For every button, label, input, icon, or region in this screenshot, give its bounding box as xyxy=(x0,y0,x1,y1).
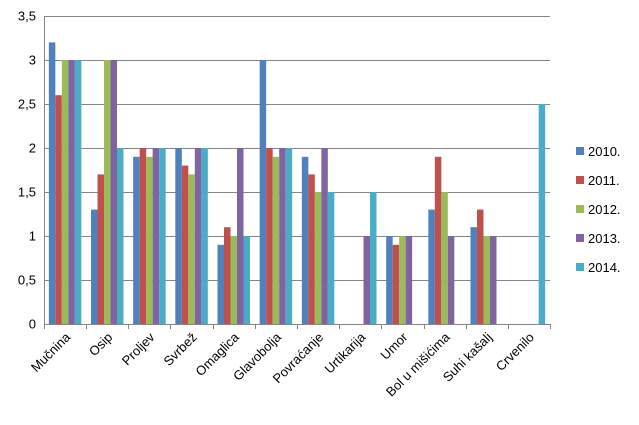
bar xyxy=(301,156,309,324)
bar xyxy=(363,236,370,324)
y-tick-label: 1,5 xyxy=(18,185,36,200)
bar xyxy=(279,148,286,324)
bar xyxy=(285,148,293,324)
bar xyxy=(386,236,393,324)
y-tick-label: 3 xyxy=(29,53,36,68)
bar xyxy=(538,104,546,324)
axes xyxy=(44,16,551,329)
bar xyxy=(370,192,377,324)
bar xyxy=(117,148,124,324)
legend-swatch xyxy=(576,263,584,271)
y-tick-label: 2 xyxy=(29,141,36,156)
bar xyxy=(434,156,442,324)
bar xyxy=(91,209,98,324)
bar xyxy=(74,60,82,324)
x-category-label: Mučnina xyxy=(28,329,74,375)
bar xyxy=(146,156,153,324)
bar xyxy=(104,60,111,324)
legend-swatch xyxy=(576,176,584,184)
bar xyxy=(308,174,315,324)
y-tick-label: 3,5 xyxy=(18,9,36,24)
bar xyxy=(181,165,189,324)
legend-swatch xyxy=(576,205,584,213)
legend-label: 2010. xyxy=(588,144,621,159)
bar xyxy=(224,227,231,324)
bar xyxy=(194,148,202,324)
bar xyxy=(392,244,400,324)
x-category-label: Proljev xyxy=(119,329,158,368)
bar xyxy=(217,244,224,324)
legend-swatch xyxy=(576,147,584,155)
bar xyxy=(314,192,322,324)
bar xyxy=(441,192,448,324)
legend: 2010. 2011. 2012. 2013. 2014. xyxy=(576,144,621,275)
bar xyxy=(428,209,435,324)
legend-swatch xyxy=(576,234,584,242)
x-category-label: Osip xyxy=(86,330,116,360)
bar xyxy=(477,209,484,324)
y-tick-label: 1 xyxy=(29,229,36,244)
bar xyxy=(110,60,117,324)
bar xyxy=(266,148,273,324)
bar xyxy=(321,148,328,324)
bar xyxy=(490,236,497,324)
bar xyxy=(399,236,406,324)
legend-label: 2013. xyxy=(588,231,621,246)
bar xyxy=(55,95,62,324)
bar xyxy=(152,148,160,324)
bar xyxy=(483,236,490,324)
bar xyxy=(188,174,195,324)
bar xyxy=(175,148,182,324)
y-tick-label: 0 xyxy=(29,317,36,332)
bar xyxy=(133,156,140,324)
y-axis-ticks: 0 0,5 1 1,5 2 2,5 3 3,5 xyxy=(18,9,36,332)
bar xyxy=(201,148,208,324)
x-category-label: Umor xyxy=(377,329,411,363)
x-category-label: Svrbež xyxy=(160,330,199,369)
x-axis-categories: Mučnina Osip Proljev SvrbežOmaglicaGlavobol… xyxy=(28,329,537,399)
bar xyxy=(272,156,280,324)
bar xyxy=(405,236,413,324)
bar xyxy=(230,236,237,324)
bar xyxy=(327,192,335,324)
bar xyxy=(159,148,166,324)
legend-label: 2012. xyxy=(588,202,621,217)
y-tick-label: 2,5 xyxy=(18,97,36,112)
bar xyxy=(68,60,75,324)
bar xyxy=(447,236,455,324)
legend-label: 2011. xyxy=(588,173,620,188)
bar xyxy=(237,148,244,324)
bar xyxy=(61,60,69,324)
bar xyxy=(470,227,477,324)
bar xyxy=(48,42,56,325)
bars xyxy=(48,42,546,325)
bar xyxy=(139,148,147,324)
legend-label: 2014. xyxy=(588,260,621,275)
x-category-label: Crvenilo xyxy=(493,330,537,374)
y-tick-label: 0,5 xyxy=(18,273,36,288)
x-category-label: Urtikarija xyxy=(321,329,368,376)
gridlines xyxy=(44,16,550,281)
bar xyxy=(259,60,267,324)
bar xyxy=(243,236,250,324)
bar xyxy=(97,174,104,324)
